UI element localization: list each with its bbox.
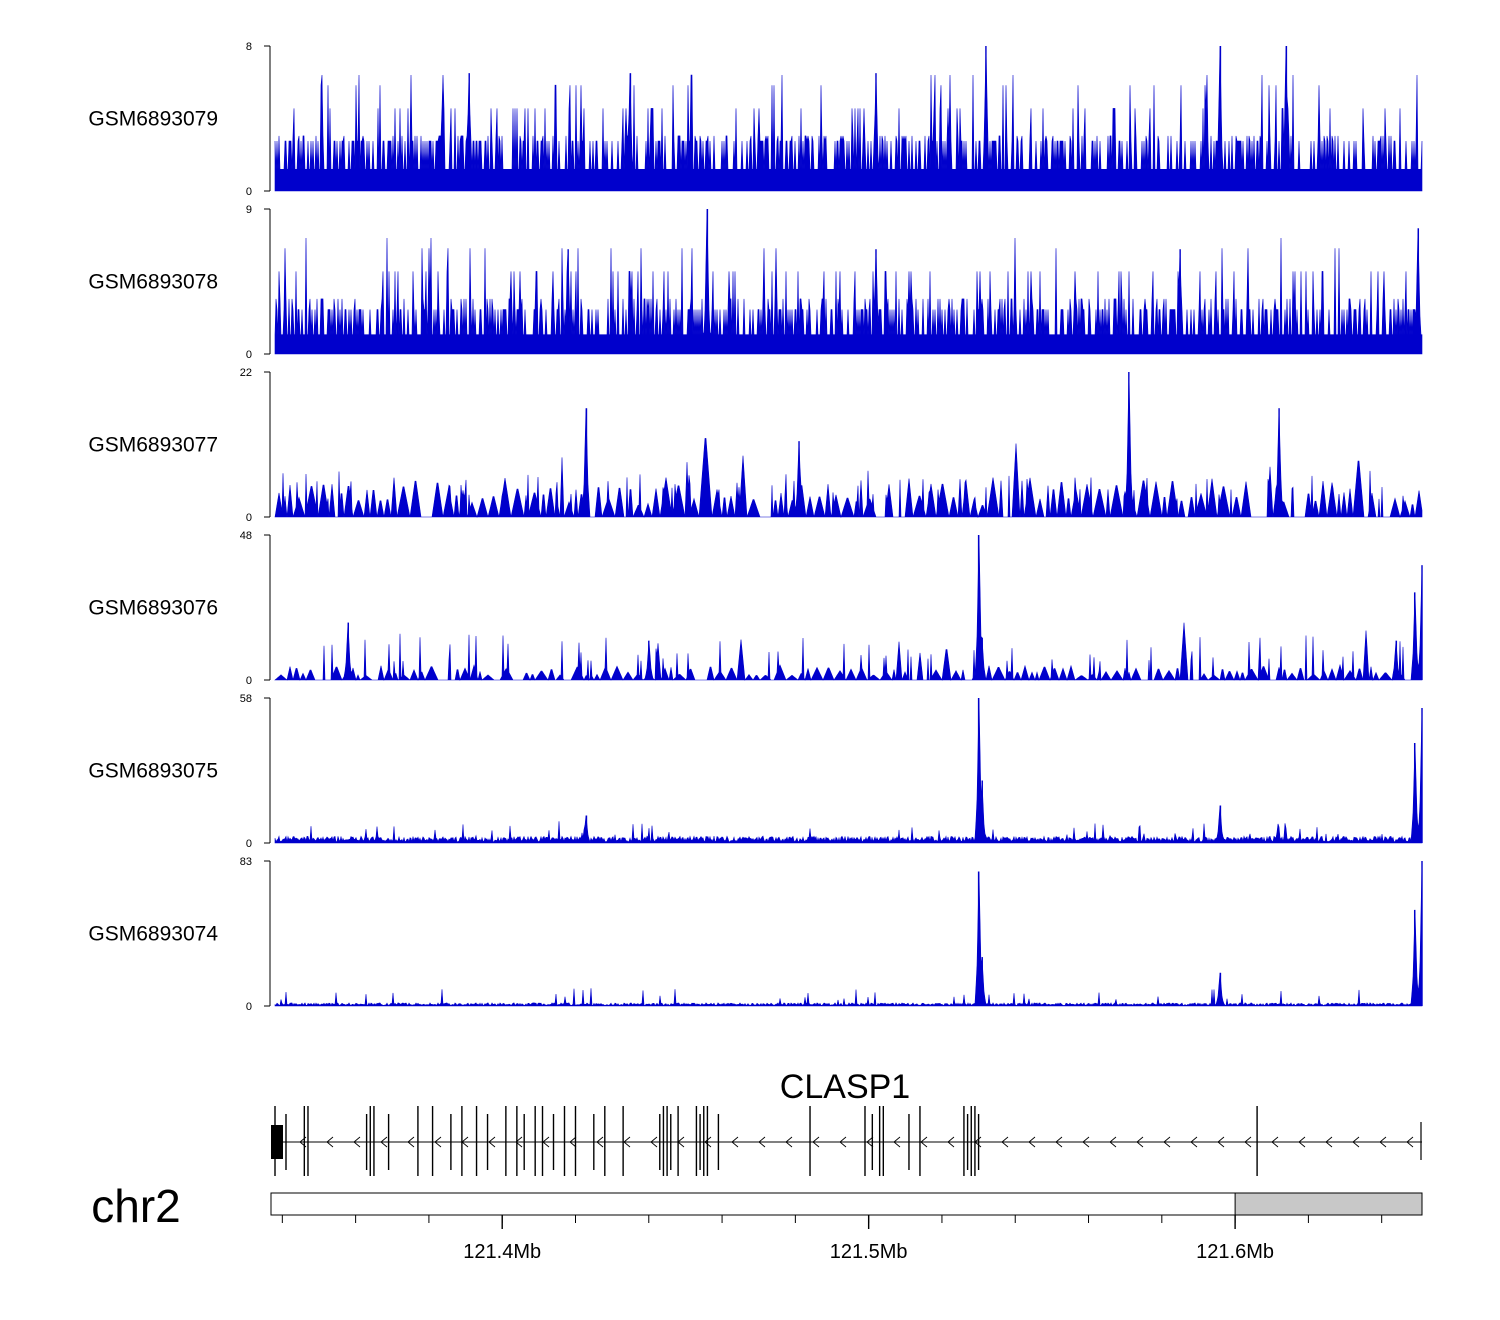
track-label: GSM6893076 [88,597,218,620]
strand-arrow [812,1136,820,1148]
y-tick-label-max: 22 [240,367,252,379]
y-tick-label-min: 0 [246,1001,252,1013]
track-label: GSM6893078 [88,271,218,294]
coverage-area [274,45,1423,192]
track-GSM6893079: GSM6893079 8 0 [88,41,1423,198]
strand-arrow [353,1136,361,1148]
strand-arrow [1190,1136,1198,1148]
strand-arrow [731,1136,739,1148]
gene-name: CLASP1 [780,1068,910,1106]
track-label: GSM6893074 [88,923,218,946]
strand-arrow [866,1136,874,1148]
track-label: GSM6893079 [88,108,218,131]
strand-arrow [1379,1136,1387,1148]
strand-arrow [704,1136,712,1148]
strand-arrow [839,1136,847,1148]
strand-arrow [596,1136,604,1148]
strand-arrow [1109,1136,1117,1148]
strand-arrow [1244,1136,1252,1148]
strand-arrow [650,1136,658,1148]
y-tick-label-max: 83 [240,856,252,868]
track-GSM6893075: GSM6893075 58 0 [88,693,1423,850]
gene-track: CLASP1 [271,1068,1422,1176]
utr-block [271,1125,283,1159]
strand-arrow [1217,1136,1225,1148]
strand-arrow [1298,1136,1306,1148]
strand-arrow [569,1136,577,1148]
coverage-area [274,534,1423,682]
track-label: GSM6893075 [88,760,218,783]
strand-arrow [1406,1136,1414,1148]
y-tick-label-max: 9 [246,204,252,216]
strand-arrow [515,1136,523,1148]
track-GSM6893074: GSM6893074 83 0 [88,856,1423,1013]
x-tick-label: 121.6Mb [1196,1241,1274,1263]
strand-arrow [1325,1136,1333,1148]
strand-arrow [893,1136,901,1148]
strand-arrow [1082,1136,1090,1148]
strand-arrow [758,1136,766,1148]
y-tick-label-max: 48 [240,530,252,542]
track-GSM6893077: GSM6893077 22 0 [88,367,1423,524]
genomic-axis: 121.4Mb 121.5Mb 121.6Mb [271,1214,1422,1263]
strand-arrow [1352,1136,1360,1148]
strand-arrow [434,1136,442,1148]
strand-arrow [1055,1136,1063,1148]
strand-arrow [947,1136,955,1148]
strand-arrow [488,1136,496,1148]
strand-arrow [1028,1136,1036,1148]
strand-arrow [380,1136,388,1148]
x-tick-label: 121.5Mb [830,1241,908,1263]
y-tick-label-min: 0 [246,838,252,850]
strand-arrow [920,1136,928,1148]
strand-arrow [1001,1136,1009,1148]
chromosome-ideogram: chr2 [91,1180,1423,1232]
coverage-area [274,860,1423,1007]
y-tick-label-min: 0 [246,512,252,524]
y-tick-label-min: 0 [246,675,252,687]
coverage-tracks: GSM689307980GSM689307890GSM6893077220GSM… [88,41,1423,1013]
y-tick-label-min: 0 [246,186,252,198]
x-tick-label: 121.4Mb [463,1241,541,1263]
strand-arrow [326,1136,334,1148]
track-GSM6893076: GSM6893076 48 0 [88,530,1423,687]
strand-arrow [1136,1136,1144,1148]
coverage-area [274,208,1423,355]
coverage-area [274,697,1423,844]
y-tick-label-max: 58 [240,693,252,705]
y-tick-label-max: 8 [246,41,252,53]
y-tick-label-min: 0 [246,349,252,361]
coverage-area [274,371,1423,519]
chromosome-label: chr2 [91,1180,180,1232]
strand-arrow [1271,1136,1279,1148]
track-GSM6893078: GSM6893078 9 0 [88,204,1423,361]
strand-arrow [1163,1136,1171,1148]
strand-arrow [407,1136,415,1148]
track-label: GSM6893077 [88,434,218,457]
strand-arrow [785,1136,793,1148]
strand-arrow [623,1136,631,1148]
ideogram-grey-region [1234,1192,1423,1216]
